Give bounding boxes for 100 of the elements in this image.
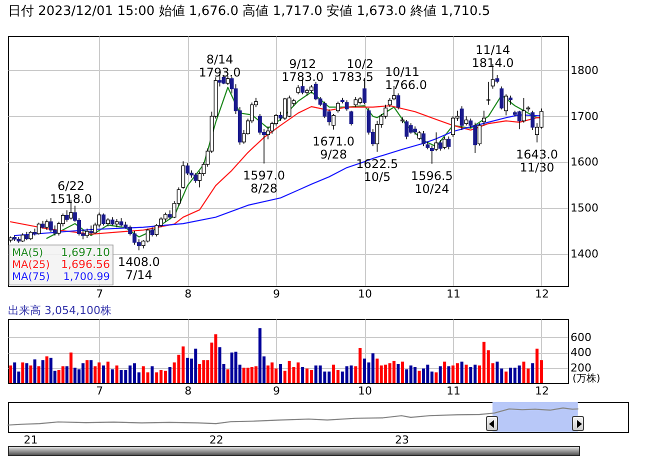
annotation: 10/2 1783.5 (332, 56, 374, 84)
bar (82, 363, 85, 383)
x-tick-label: 7 (96, 384, 104, 398)
candlestick (287, 95, 292, 118)
bar (306, 368, 309, 383)
bar (90, 360, 93, 383)
bar (186, 358, 190, 383)
annotation: 1,696.56 (61, 258, 110, 271)
candlestick (89, 225, 94, 236)
bar (258, 328, 262, 383)
bar (422, 368, 426, 383)
candlestick (85, 228, 90, 238)
candlestick (517, 110, 522, 130)
bar (94, 366, 97, 383)
candlestick (442, 136, 447, 150)
annotation: 8/14 1793.0 (198, 52, 241, 80)
x-tick-label: 8 (184, 288, 192, 300)
bar (447, 366, 450, 383)
bar (438, 366, 442, 383)
candlestick (422, 130, 426, 146)
bar (418, 370, 421, 383)
annotation: 10/11 1766.0 (384, 65, 427, 92)
y-tick-label: 400 (570, 346, 592, 360)
text: MA(25) (12, 259, 50, 271)
bar (371, 353, 374, 383)
bar (414, 367, 417, 383)
bar (266, 365, 270, 383)
bar (198, 364, 202, 383)
x-tick-label: 9 (273, 384, 280, 398)
bar (65, 366, 68, 383)
candlestick (296, 84, 300, 95)
bar (230, 352, 234, 383)
annotation: 1643.0 11/30 (516, 147, 558, 174)
text: MA(75) (12, 271, 50, 283)
x-tick-label: 12 (534, 384, 549, 398)
candlestick (344, 100, 349, 112)
bar (504, 372, 508, 383)
candlestick (486, 81, 490, 106)
bar (168, 367, 172, 383)
bar (33, 359, 36, 383)
x-tick-label: 11 (446, 384, 460, 398)
candlestick (408, 122, 413, 134)
candlestick (438, 140, 442, 152)
candlestick (500, 86, 504, 110)
bar (301, 367, 304, 383)
candlestick (314, 81, 318, 101)
candlestick (354, 96, 358, 108)
bar (115, 365, 118, 383)
bar (86, 360, 89, 383)
candlestick (375, 120, 380, 152)
candlestick (446, 136, 451, 150)
y-tick-label: 1500 (570, 202, 598, 215)
y-tick-label: 600 (570, 330, 592, 344)
y-axis-title: (万株) (572, 372, 600, 384)
bar (400, 362, 404, 383)
bar (9, 365, 12, 383)
annotation: 1596.5 10/24 (410, 168, 453, 196)
candlestick (181, 160, 186, 190)
bar (234, 352, 238, 383)
candlestick (322, 101, 327, 119)
bar (443, 362, 446, 383)
bar (363, 358, 366, 383)
bar (456, 363, 459, 383)
bar (278, 364, 282, 383)
y-tick-label: 1400 (570, 247, 598, 260)
bar (41, 360, 44, 383)
bar (194, 348, 198, 383)
bar (98, 362, 101, 383)
candlestick (388, 98, 392, 108)
candlestick (44, 219, 49, 230)
bar (155, 372, 158, 383)
bar (250, 367, 254, 383)
x-tick-label: 11 (446, 288, 460, 300)
candlestick (482, 110, 486, 126)
annotation: 1622.5 10/5 (356, 156, 398, 184)
bar (102, 365, 106, 383)
bar (384, 364, 388, 383)
bar (388, 363, 392, 383)
bar (434, 372, 438, 383)
annotation: 1408.0 7/14 (118, 255, 160, 282)
candlestick (48, 218, 53, 232)
annotation: 6/22 1518.0 (50, 178, 92, 206)
bar (29, 365, 32, 383)
bar (531, 363, 534, 383)
bar (332, 364, 336, 383)
x-tick-label: 8 (184, 384, 192, 398)
x-tick-label: 22 (209, 434, 224, 446)
bar (522, 362, 526, 383)
candlestick (146, 228, 150, 243)
bar (61, 366, 64, 383)
x-tick-label: 7 (96, 288, 104, 300)
bar (45, 356, 48, 383)
series-label: MA(5) (12, 247, 44, 259)
x-tick-label: 10 (358, 288, 372, 300)
bar (310, 370, 313, 383)
bar (270, 362, 274, 383)
bar (518, 365, 521, 383)
bar (73, 368, 76, 383)
bar (164, 370, 167, 383)
bar (396, 364, 400, 383)
